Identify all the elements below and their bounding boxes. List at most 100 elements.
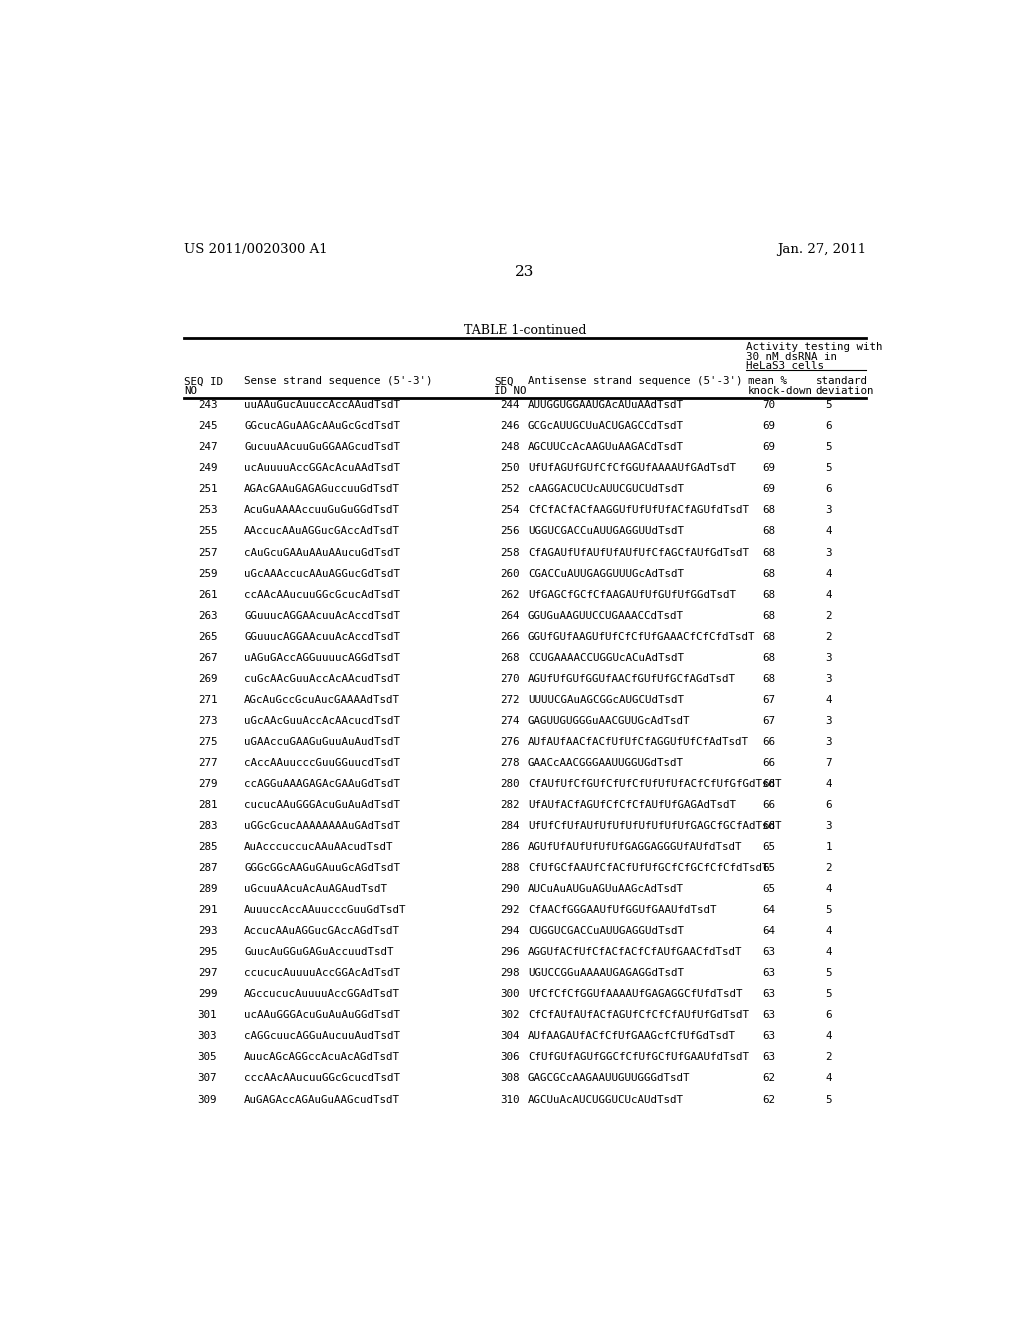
Text: CGACCuAUUGAGGUUUGcAdTsdT: CGACCuAUUGAGGUUUGcAdTsdT: [528, 569, 684, 578]
Text: 65: 65: [762, 863, 775, 873]
Text: 6: 6: [825, 484, 831, 495]
Text: 287: 287: [198, 863, 217, 873]
Text: 65: 65: [762, 842, 775, 851]
Text: UGUCCGGuAAAAUGAGAGGdTsdT: UGUCCGGuAAAAUGAGAGGdTsdT: [528, 969, 684, 978]
Text: GucuuAAcuuGuGGAAGcudTsdT: GucuuAAcuuGuGGAAGcudTsdT: [245, 442, 400, 453]
Text: 307: 307: [198, 1073, 217, 1084]
Text: GGUGuAAGUUCCUGAAACCdTsdT: GGUGuAAGUUCCUGAAACCdTsdT: [528, 611, 684, 620]
Text: ID NO: ID NO: [494, 385, 526, 396]
Text: 254: 254: [500, 506, 519, 515]
Text: 68: 68: [762, 506, 775, 515]
Text: SEQ ID: SEQ ID: [183, 376, 223, 387]
Text: 5: 5: [825, 442, 831, 453]
Text: 5: 5: [825, 1094, 831, 1105]
Text: 4: 4: [825, 1073, 831, 1084]
Text: 288: 288: [500, 863, 519, 873]
Text: 4: 4: [825, 590, 831, 599]
Text: 302: 302: [500, 1010, 519, 1020]
Text: 6: 6: [825, 1010, 831, 1020]
Text: cAccAAuucccGuuGGuucdTsdT: cAccAAuucccGuuGGuucdTsdT: [245, 758, 400, 768]
Text: 256: 256: [500, 527, 519, 536]
Text: AuuuccAccAAuucccGuuGdTsdT: AuuuccAccAAuucccGuuGdTsdT: [245, 906, 407, 915]
Text: 66: 66: [762, 737, 775, 747]
Text: 248: 248: [500, 442, 519, 453]
Text: 264: 264: [500, 611, 519, 620]
Text: 23: 23: [515, 264, 535, 279]
Text: uuAAuGucAuuccAccAAudTsdT: uuAAuGucAuuccAccAAudTsdT: [245, 400, 400, 411]
Text: 68: 68: [762, 590, 775, 599]
Text: 68: 68: [762, 527, 775, 536]
Text: AUfAAGAUfACfCfUfGAAGcfCfUfGdTsdT: AUfAAGAUfACfCfUfGAAGcfCfUfGdTsdT: [528, 1031, 736, 1041]
Text: SEQ: SEQ: [494, 376, 513, 387]
Text: GGuuucAGGAAcuuAcAccdTsdT: GGuuucAGGAAcuuAcAccdTsdT: [245, 632, 400, 642]
Text: 69: 69: [762, 442, 775, 453]
Text: 3: 3: [825, 548, 831, 557]
Text: US 2011/0020300 A1: US 2011/0020300 A1: [183, 243, 328, 256]
Text: knock-down: knock-down: [748, 385, 813, 396]
Text: 268: 268: [500, 652, 519, 663]
Text: cAuGcuGAAuAAuAAucuGdTsdT: cAuGcuGAAuAAuAAucuGdTsdT: [245, 548, 400, 557]
Text: 261: 261: [198, 590, 217, 599]
Text: 291: 291: [198, 906, 217, 915]
Text: 276: 276: [500, 737, 519, 747]
Text: 2: 2: [825, 611, 831, 620]
Text: 7: 7: [825, 758, 831, 768]
Text: GCGcAUUGCUuACUGAGCCdTsdT: GCGcAUUGCUuACUGAGCCdTsdT: [528, 421, 684, 432]
Text: 285: 285: [198, 842, 217, 851]
Text: 296: 296: [500, 948, 519, 957]
Text: CfAGAUfUfAUfUfAUfUfCfAGCfAUfGdTsdT: CfAGAUfUfAUfUfAUfUfCfAGCfAUfGdTsdT: [528, 548, 749, 557]
Text: 66: 66: [762, 800, 775, 810]
Text: 5: 5: [825, 463, 831, 474]
Text: 68: 68: [762, 548, 775, 557]
Text: UfCfCfCfGGUfAAAAUfGAGAGGCfUfdTsdT: UfCfCfCfGGUfAAAAUfGAGAGGCfUfdTsdT: [528, 989, 742, 999]
Text: GGGcGGcAAGuGAuuGcAGdTsdT: GGGcGGcAAGuGAuuGcAGdTsdT: [245, 863, 400, 873]
Text: 4: 4: [825, 884, 831, 894]
Text: 6: 6: [825, 421, 831, 432]
Text: 63: 63: [762, 969, 775, 978]
Text: 301: 301: [198, 1010, 217, 1020]
Text: uAGuGAccAGGuuuucAGGdTsdT: uAGuGAccAGGuuuucAGGdTsdT: [245, 652, 400, 663]
Text: 249: 249: [198, 463, 217, 474]
Text: 274: 274: [500, 715, 519, 726]
Text: CUGGUCGACCuAUUGAGGUdTsdT: CUGGUCGACCuAUUGAGGUdTsdT: [528, 927, 684, 936]
Text: 243: 243: [198, 400, 217, 411]
Text: 69: 69: [762, 484, 775, 495]
Text: 295: 295: [198, 948, 217, 957]
Text: cAGGcuucAGGuAucuuAudTsdT: cAGGcuucAGGuAucuuAudTsdT: [245, 1031, 400, 1041]
Text: 4: 4: [825, 694, 831, 705]
Text: cucucAAuGGGAcuGuAuAdTsdT: cucucAAuGGGAcuGuAuAdTsdT: [245, 800, 400, 810]
Text: 3: 3: [825, 673, 831, 684]
Text: AcuGuAAAAccuuGuGuGGdTsdT: AcuGuAAAAccuuGuGuGGdTsdT: [245, 506, 400, 515]
Text: 2: 2: [825, 632, 831, 642]
Text: 62: 62: [762, 1094, 775, 1105]
Text: AAccucAAuAGGucGAccAdTsdT: AAccucAAuAGGucGAccAdTsdT: [245, 527, 400, 536]
Text: ucAuuuuAccGGAcAcuAAdTsdT: ucAuuuuAccGGAcAcuAAdTsdT: [245, 463, 400, 474]
Text: 255: 255: [198, 527, 217, 536]
Text: 262: 262: [500, 590, 519, 599]
Text: 283: 283: [198, 821, 217, 832]
Text: AGCUUCcAcAAGUuAAGACdTsdT: AGCUUCcAcAAGUuAAGACdTsdT: [528, 442, 684, 453]
Text: 293: 293: [198, 927, 217, 936]
Text: 265: 265: [198, 632, 217, 642]
Text: HeLaS3 cells: HeLaS3 cells: [746, 360, 824, 371]
Text: CfAUfUfCfGUfCfUfCfUfUfUfACfCfUfGfGdTsdT: CfAUfUfCfGUfCfUfCfUfUfUfACfCfUfGfGdTsdT: [528, 779, 781, 789]
Text: AuucAGcAGGccAcuAcAGdTsdT: AuucAGcAGGccAcuAcAGdTsdT: [245, 1052, 400, 1063]
Text: AGCUuAcAUCUGGUCUcAUdTsdT: AGCUuAcAUCUGGUCUcAUdTsdT: [528, 1094, 684, 1105]
Text: 271: 271: [198, 694, 217, 705]
Text: 270: 270: [500, 673, 519, 684]
Text: 281: 281: [198, 800, 217, 810]
Text: CfAACfGGGAAUfUfGGUfGAAUfdTsdT: CfAACfGGGAAUfUfGGUfGAAUfdTsdT: [528, 906, 717, 915]
Text: AGGUfACfUfCfACfACfCfAUfGAACfdTsdT: AGGUfACfUfCfACfACfCfAUfGAACfdTsdT: [528, 948, 742, 957]
Text: GAACcAACGGGAAUUGGUGdTsdT: GAACcAACGGGAAUUGGUGdTsdT: [528, 758, 684, 768]
Text: 5: 5: [825, 400, 831, 411]
Text: 4: 4: [825, 779, 831, 789]
Text: 309: 309: [198, 1094, 217, 1105]
Text: 300: 300: [500, 989, 519, 999]
Text: AuAcccuccucAAuAAcudTsdT: AuAcccuccucAAuAAcudTsdT: [245, 842, 394, 851]
Text: 246: 246: [500, 421, 519, 432]
Text: 263: 263: [198, 611, 217, 620]
Text: 3: 3: [825, 821, 831, 832]
Text: GGUfGUfAAGUfUfCfCfUfGAAACfCfCfdTsdT: GGUfGUfAAGUfUfCfCfUfGAAACfCfCfdTsdT: [528, 632, 756, 642]
Text: 289: 289: [198, 884, 217, 894]
Text: 30 nM dsRNA in: 30 nM dsRNA in: [746, 351, 838, 362]
